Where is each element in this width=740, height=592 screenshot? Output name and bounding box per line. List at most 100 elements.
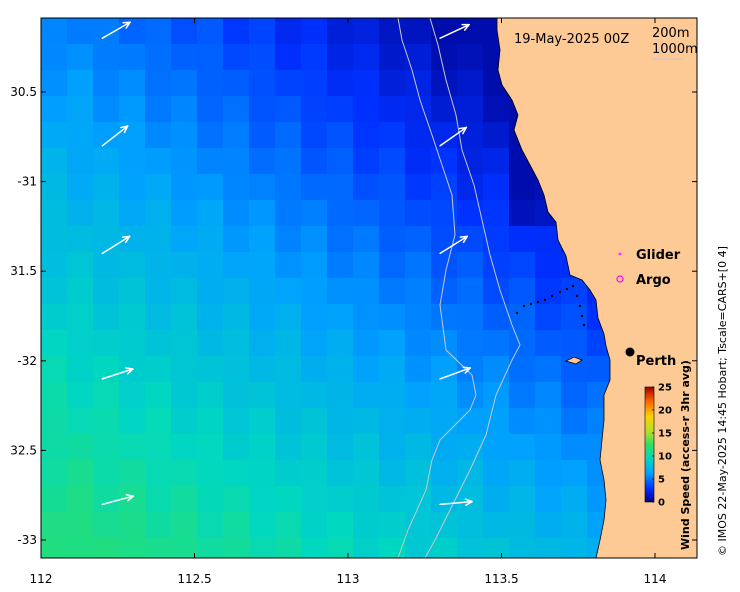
wind-cell [171, 174, 198, 201]
wind-cell [275, 96, 302, 123]
wind-cell [483, 278, 510, 305]
y-tick-label: 32.5 [10, 443, 37, 457]
contour-1000m [397, 17, 477, 559]
wind-cell [301, 356, 328, 383]
wind-cell [249, 434, 276, 461]
wind-cell [145, 122, 172, 149]
argo-legend-marker [616, 275, 624, 283]
wind-cell [145, 512, 172, 539]
wind-cell [119, 122, 146, 149]
wind-cell [145, 18, 172, 45]
wind-cell [301, 408, 328, 435]
wind-cell [93, 356, 120, 383]
wind-cell [197, 148, 224, 175]
wind-vector [101, 235, 131, 255]
wind-vector [439, 235, 468, 255]
wind-cell [249, 18, 276, 45]
wind-cell [223, 434, 250, 461]
colorbar-tick-label: 0 [658, 498, 665, 509]
colorbar-tick-label: 25 [658, 383, 672, 394]
wind-cell [379, 70, 406, 97]
wind-cell [171, 382, 198, 409]
wind-cell [509, 174, 536, 201]
time-stamp: 19-May-2025 00Z [514, 32, 629, 47]
perth-label: Perth [636, 354, 676, 369]
wind-cell [301, 70, 328, 97]
wind-cell [197, 44, 224, 71]
wind-cell [223, 148, 250, 175]
wind-cell [301, 96, 328, 123]
wind-cell [249, 330, 276, 357]
wind-cell [119, 148, 146, 175]
wind-cell [67, 18, 94, 45]
contour-200m [424, 17, 521, 559]
wind-cell [41, 304, 68, 331]
wind-cell [405, 408, 432, 435]
wind-cell [301, 434, 328, 461]
wind-cell [197, 70, 224, 97]
wind-cell [405, 174, 432, 201]
wind-cell [301, 44, 328, 71]
wind-cell [145, 330, 172, 357]
wind-cell [457, 200, 484, 227]
wind-cell [431, 434, 458, 461]
wind-cell [353, 330, 380, 357]
wind-cell [119, 44, 146, 71]
wind-cell [457, 330, 484, 357]
wind-cell [145, 174, 172, 201]
wind-cell [67, 200, 94, 227]
wind-cell [93, 304, 120, 331]
wind-cell [379, 174, 406, 201]
wind-cell [483, 512, 510, 539]
wind-cell [457, 304, 484, 331]
wind-cell [509, 226, 536, 253]
wind-cell [93, 226, 120, 253]
wind-cell [171, 486, 198, 513]
wind-vector [101, 494, 135, 506]
wind-cell [171, 330, 198, 357]
wind-cell [405, 434, 432, 461]
wind-cell [119, 460, 146, 487]
wind-cell [41, 18, 68, 45]
wind-cell [431, 96, 458, 123]
y-axis: 30.5 -31 31.5 -32 32.5 -33 [10, 85, 697, 547]
wind-cell [561, 304, 588, 331]
wind-cell [353, 200, 380, 227]
wind-cell [483, 434, 510, 461]
wind-cell [509, 200, 536, 227]
colorbar-tick-label: 15 [658, 429, 672, 440]
wind-cell [41, 356, 68, 383]
wind-cell [535, 460, 562, 487]
wind-cell [483, 252, 510, 279]
wind-cell [301, 512, 328, 539]
wind-cell [405, 330, 432, 357]
wind-cell [353, 122, 380, 149]
wind-cell [223, 304, 250, 331]
y-tick-label: -31 [17, 175, 37, 189]
wind-cell [67, 434, 94, 461]
wind-cell [275, 434, 302, 461]
wind-cell [379, 148, 406, 175]
wind-cell [327, 408, 354, 435]
wind-cell [145, 96, 172, 123]
wind-cell [327, 486, 354, 513]
wind-cell [67, 174, 94, 201]
wind-cell [431, 460, 458, 487]
wind-cell [379, 486, 406, 513]
wind-cell [301, 252, 328, 279]
wind-cell [379, 460, 406, 487]
wind-cell [509, 486, 536, 513]
wind-cell [327, 278, 354, 305]
wind-cell [223, 486, 250, 513]
wind-cell [67, 278, 94, 305]
wind-cell [561, 434, 588, 461]
wind-cell [119, 252, 146, 279]
wind-cell [509, 538, 536, 558]
wind-cell [93, 200, 120, 227]
wind-cell [457, 356, 484, 383]
wind-cell [197, 304, 224, 331]
wind-cell [353, 174, 380, 201]
wind-cell [223, 44, 250, 71]
wind-cell [171, 18, 198, 45]
